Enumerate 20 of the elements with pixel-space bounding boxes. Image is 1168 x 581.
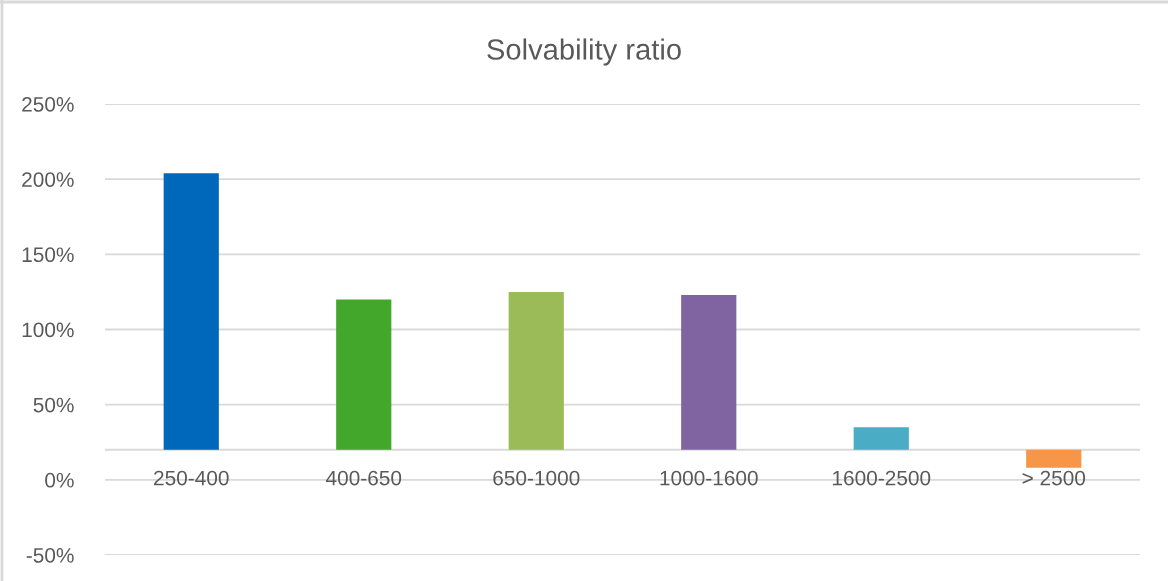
y-tick-label: 200%: [22, 172, 74, 187]
x-tick-label: 650-1000: [493, 470, 580, 486]
bar: [1026, 449, 1082, 468]
bar: [508, 291, 564, 450]
bar: [681, 294, 737, 450]
bar: [163, 173, 219, 450]
y-tick-label: 250%: [22, 97, 74, 112]
x-tick-label: 1000-1600: [660, 470, 758, 486]
bar: [336, 299, 392, 450]
y-tick-label: 100%: [22, 322, 74, 338]
x-tick-label: > 2500: [1022, 470, 1086, 486]
bar: [853, 427, 909, 450]
y-tick-label: 150%: [22, 247, 74, 263]
y-tick-label: 50%: [33, 397, 74, 413]
y-tick-label: 0%: [45, 472, 74, 488]
x-tick-label: 400-650: [326, 470, 402, 486]
y-tick-label: -50%: [26, 548, 74, 563]
x-tick-label: 1600-2500: [833, 470, 931, 486]
chart-title: Solvability ratio: [487, 38, 681, 66]
x-tick-label: 250-400: [154, 470, 229, 486]
